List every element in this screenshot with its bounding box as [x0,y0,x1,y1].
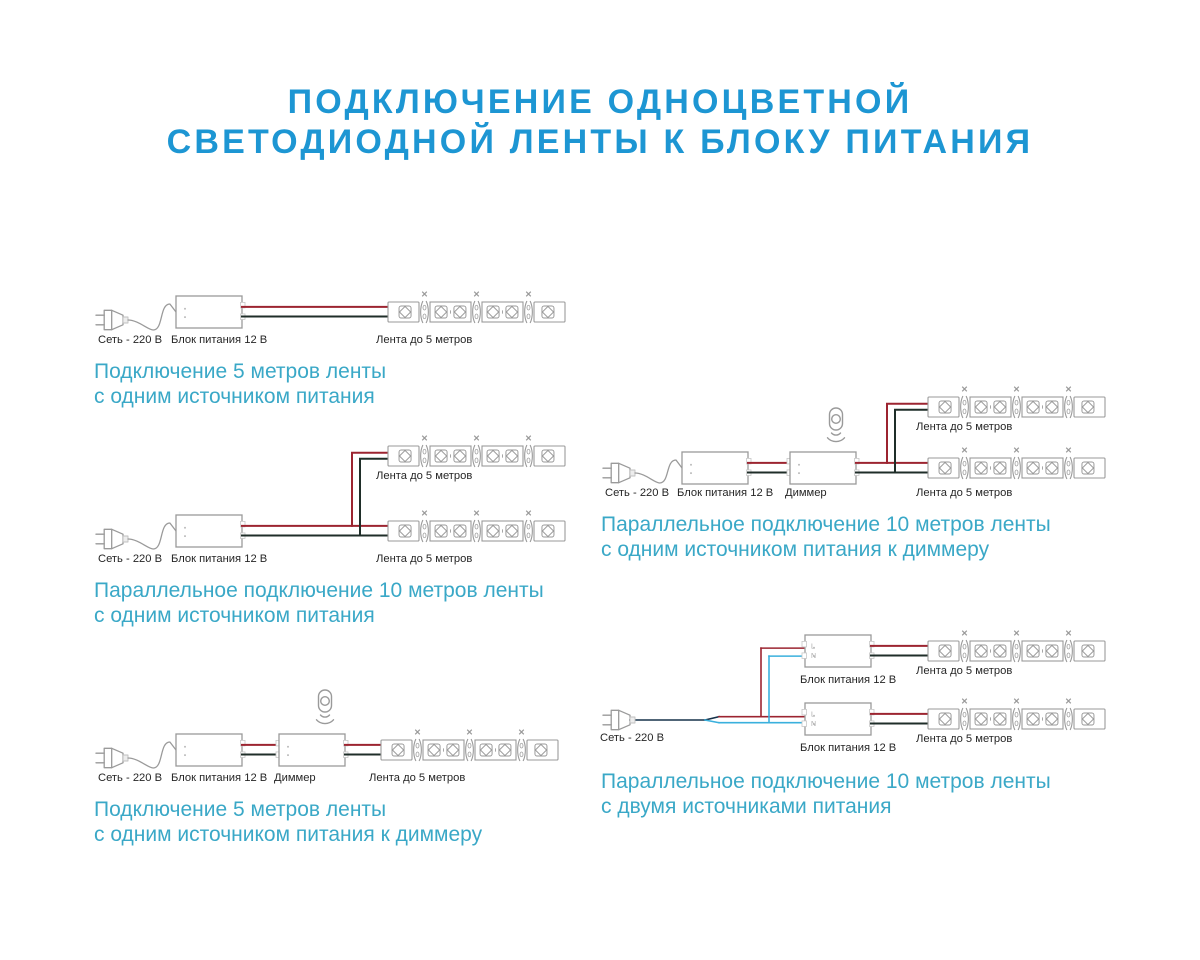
svg-text:Подключение 5 метров ленты: Подключение 5 метров ленты [94,360,386,383]
svg-text:L: L [811,712,815,719]
svg-text:Лента до 5 метров: Лента до 5 метров [376,470,472,482]
svg-text:Лента до 5 метров: Лента до 5 метров [916,665,1012,677]
svg-text:Сеть - 220 В: Сеть - 220 В [98,553,162,565]
svg-text:Подключение 5 метров ленты: Подключение 5 метров ленты [94,798,386,821]
svg-text:Лента до 5 метров: Лента до 5 метров [916,487,1012,499]
svg-text:Сеть - 220 В: Сеть - 220 В [605,487,669,499]
svg-text:Лента до 5 метров: Лента до 5 метров [369,772,465,784]
svg-text:Диммер: Диммер [274,772,316,784]
svg-text:Лента до 5 метров: Лента до 5 метров [916,421,1012,433]
svg-text:N: N [811,653,816,660]
svg-text:с двумя источниками питания: с двумя источниками питания [601,795,891,818]
svg-text:Блок питания 12 В: Блок питания 12 В [800,674,896,686]
svg-text:Блок питания 12 В: Блок питания 12 В [800,742,896,754]
svg-text:Лента до 5 метров: Лента до 5 метров [376,334,472,346]
svg-text:с одним источником питания к д: с одним источником питания к диммеру [94,823,483,846]
svg-text:с одним источником питания: с одним источником питания [94,604,375,627]
svg-text:Параллельное подключение 10 ме: Параллельное подключение 10 метров ленты [601,513,1051,536]
svg-text:Блок питания 12 В: Блок питания 12 В [677,487,773,499]
svg-text:Диммер: Диммер [785,487,827,499]
svg-text:Блок питания 12 В: Блок питания 12 В [171,334,267,346]
svg-text:Сеть - 220 В: Сеть - 220 В [600,732,664,744]
svg-text:Параллельное подключение 10 ме: Параллельное подключение 10 метров ленты [94,579,544,602]
svg-text:Лента до 5 метров: Лента до 5 метров [916,733,1012,745]
svg-text:Сеть - 220 В: Сеть - 220 В [98,772,162,784]
svg-text:N: N [811,721,816,728]
svg-text:Блок питания 12 В: Блок питания 12 В [171,553,267,565]
svg-text:Параллельное подключение 10 ме: Параллельное подключение 10 метров ленты [601,770,1051,793]
svg-text:Лента до 5 метров: Лента до 5 метров [376,553,472,565]
svg-text:с одним источником питания к д: с одним источником питания к диммеру [601,538,990,561]
svg-text:с одним источником питания: с одним источником питания [94,385,375,408]
svg-text:Сеть - 220 В: Сеть - 220 В [98,334,162,346]
svg-text:Блок питания 12 В: Блок питания 12 В [171,772,267,784]
svg-text:L: L [811,644,815,651]
